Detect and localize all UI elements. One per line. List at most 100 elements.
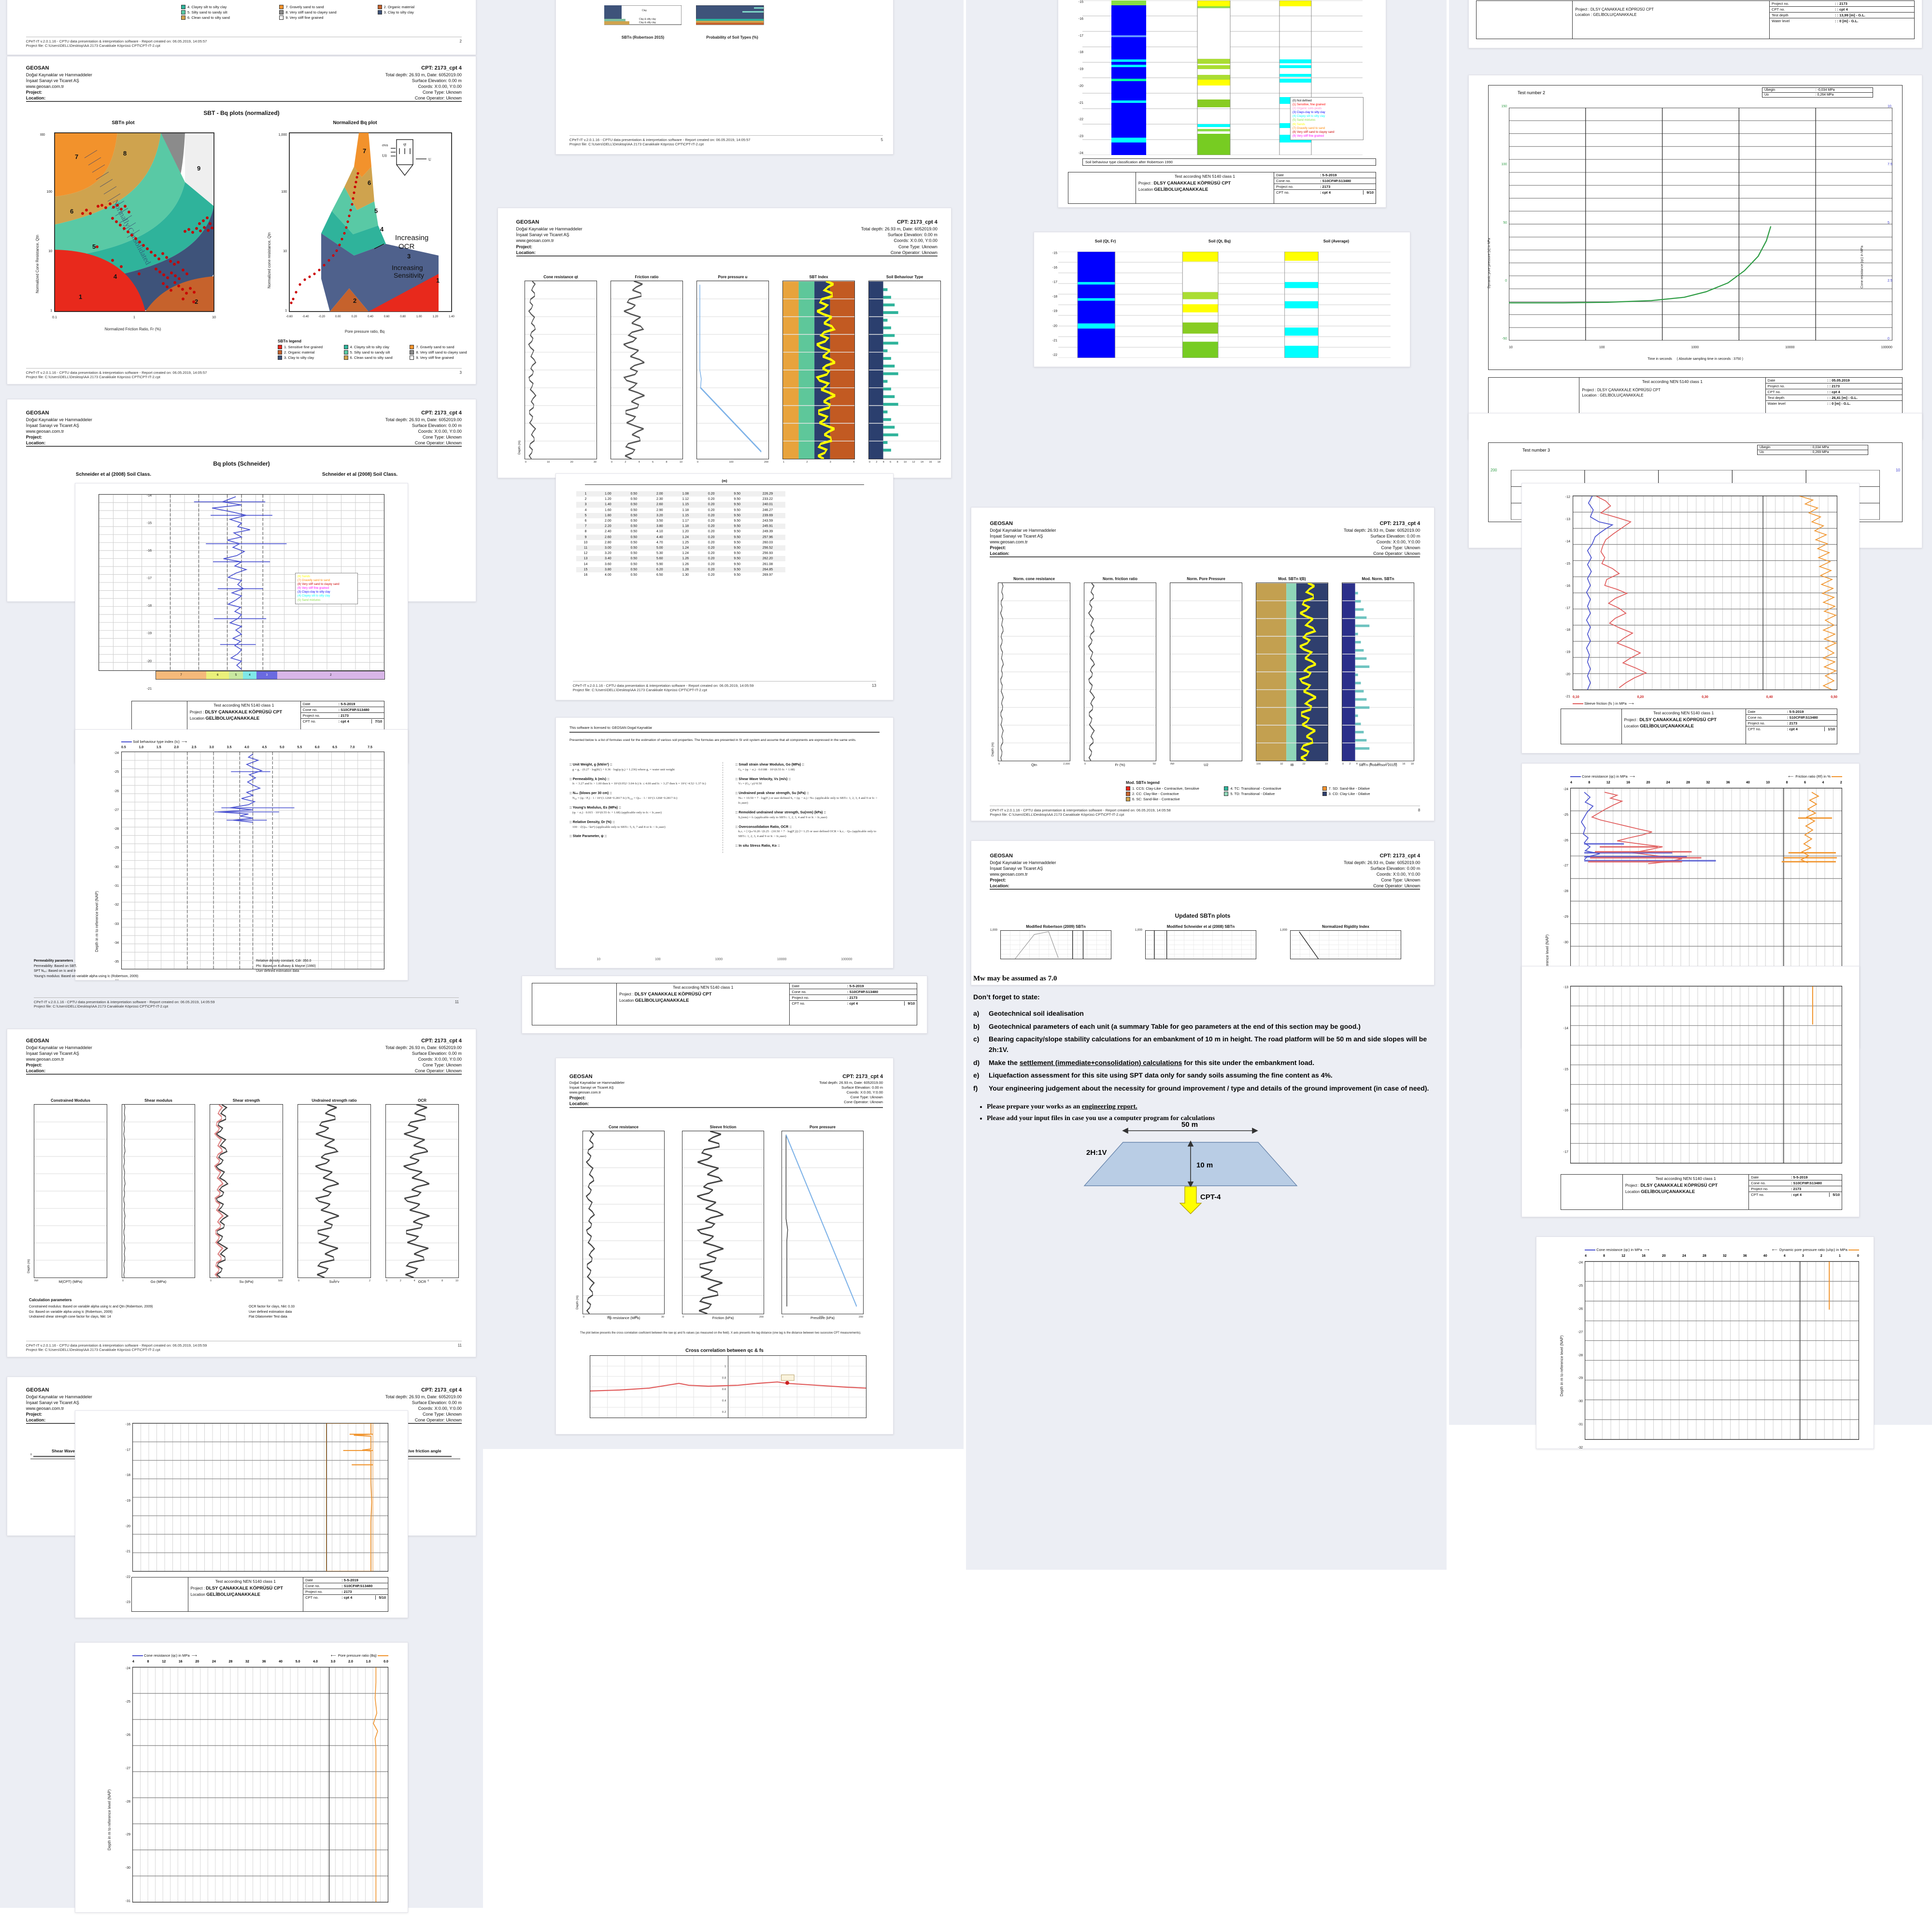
page-sheet-nen-ic-cont: Soil behaviour type index (Ic) ⟶ 0.5 1.0 1… <box>75 729 408 980</box>
svg-text:1.00: 1.00 <box>416 315 422 318</box>
depth-tick: -14 <box>1565 540 1570 543</box>
report-header: GEOSAN Doğal Kaynaklar ve Hammaddeler İn… <box>516 219 938 256</box>
depth-tick: -31 <box>1577 1423 1583 1427</box>
assignment-bullet-1: Please add your input files in case you … <box>987 1113 1437 1124</box>
cone-operator: Cone Operator: Uknown <box>844 1100 883 1105</box>
project-value: DLSY ÇANAKKALE KÖPRÜSÜ CPT <box>1639 717 1717 723</box>
assignment-marker: e) <box>973 1071 980 1080</box>
xtick: 0 <box>1084 763 1086 766</box>
cone-type: Cone Type: Uknown <box>850 1095 883 1100</box>
formula-body: kₒᴄᵣ = [ Qₜₙ^0.20 / (0.25 · (10.50 + 7 ·… <box>738 830 877 838</box>
meta-key: Project no. <box>792 995 810 1000</box>
title-block-main: Test according NEN 5140 class 1 Project … <box>1623 1175 1749 1209</box>
location-label: Location: <box>990 551 1009 556</box>
bq-xlabel: Pore pressure ratio, Bq <box>344 329 385 334</box>
uo-key: Uo <box>1760 451 1764 454</box>
table-cell: 9.50 <box>734 573 741 577</box>
sbt-legend-partial: 4. Clayey silt to silty clay 7. Gravely s… <box>181 5 471 20</box>
log-chart-1: Shear modulus Go (MPa) 0 <box>122 1098 195 1284</box>
svg-text:9: 9 <box>197 165 200 172</box>
svg-text:Increasing: Increasing <box>392 264 423 271</box>
sbtn-legend-item-2: 2. Organic material <box>377 5 471 9</box>
chart-xticks: 0 2 4 6 8 10 12 14 16 18 <box>869 461 940 464</box>
svg-text:Clay & silty clay: Clay & silty clay <box>639 18 656 21</box>
table-cell: 9.50 <box>734 540 741 544</box>
title-block-main: Test according NEN 5140 class 1 Project … <box>188 1577 304 1611</box>
formula-heading: :: Young's Modulus, Es (MPa) :: <box>569 805 621 810</box>
tick-10: 5.0 <box>295 1660 300 1663</box>
depth-tick: -18 <box>125 1474 130 1477</box>
table-cell: 9 <box>576 534 596 540</box>
depth-tick-9: -24 <box>1078 151 1083 155</box>
table-cell: 3.80 <box>647 524 673 529</box>
xtick: 20 <box>570 461 573 464</box>
tick-13: 7.0 <box>350 746 355 749</box>
chart-xticks: 0 2,000 <box>998 763 1070 766</box>
robertson-legend-item-5: (5) Sand mixtures <box>1293 119 1316 122</box>
xtick: 32 <box>1280 763 1283 766</box>
assignment-item-4: e) Liquefaction assessment for this site … <box>973 1070 1437 1081</box>
table-cell: 0.20 <box>698 524 724 529</box>
meta-key: Water level <box>1767 401 1786 406</box>
table-cell: 0.50 <box>621 512 647 518</box>
meta-key: CPT no. <box>1751 1193 1764 1197</box>
xtick: 100 <box>729 461 734 464</box>
meta-value: : 5-5-2019 <box>1320 173 1337 177</box>
surface-elevation: Surface Elevation: 0.00 m <box>1370 866 1421 871</box>
company-line2: İnşaat Sanayi ve Ticaret AŞ <box>26 423 79 428</box>
chart-xticks: 0 10 20 30 <box>525 461 597 464</box>
legend-swatch <box>278 350 282 355</box>
table-cell: 0.20 <box>708 508 715 512</box>
ic-legend-item-3: (9) Very stiff fine grained <box>298 587 329 590</box>
table-cell: 12 <box>583 552 588 555</box>
title-block-logo <box>1561 709 1622 744</box>
footer-projectfile: Project file: C:\Users\DELL\Desktop\AA 2… <box>569 142 704 146</box>
table-cell: 3.50 <box>656 519 663 523</box>
xtick: 6 <box>890 461 892 464</box>
ic-tick-row: 0.5 1.0 1.5 2.0 2.5 3.0 3.5 4.0 4.5 5.0 5.5 6.0 6.5 7… <box>121 746 372 749</box>
cone-type: Cone Type: Uknown <box>423 435 462 440</box>
chart-xlabel: IB <box>1290 763 1294 767</box>
tick-0: 0.5 <box>121 746 126 749</box>
project-label: Project: <box>26 90 43 95</box>
depth-tick: -33 <box>114 922 119 926</box>
uqc-left-legend: Cone resistance (qc) in MPa <box>1596 1248 1642 1252</box>
assignment-marker: b) <box>973 1022 980 1030</box>
dissipation3-ytick: 200 <box>1491 468 1497 472</box>
tick-14: 0 <box>1857 1254 1859 1258</box>
company-website: www.geosan.com.tr <box>26 1057 64 1062</box>
meta-key: Project no. <box>1747 721 1765 725</box>
svg-text:σvo: σvo <box>382 143 388 147</box>
table-cell: 4.10 <box>656 530 663 534</box>
meta-key: CPT no. <box>302 719 316 724</box>
depth-tick-7: -22 <box>1078 118 1083 122</box>
table-cell: 0.50 <box>621 556 647 562</box>
legend-label: 6. Clean sand to silty sand <box>187 15 230 20</box>
chart-title: Norm. Pore Pressure <box>1187 577 1225 581</box>
tick-9: 40 <box>1746 781 1750 784</box>
xtick: 3 <box>829 461 831 464</box>
legend-swatch <box>1126 792 1130 796</box>
table-row: 3 1.40 0.50 2.60 1.15 0.20 9.50 240.01 <box>576 502 785 508</box>
table-cell: 13 <box>576 556 596 562</box>
location-label: Location: <box>26 1418 46 1423</box>
table-row: 11 3.00 0.50 5.00 1.24 0.20 9.50 256.52 <box>576 545 785 551</box>
project-key: Project : <box>1138 181 1153 185</box>
page-sheet-nen-qc-bq: Cone resistance (qc) in MPa ⟶ ⟵ Pore pre… <box>75 1642 408 1913</box>
legend-label: 5. Silty sand to sandy silt <box>350 350 390 355</box>
meta-key: CPT no. <box>1747 727 1761 731</box>
depth-axis: -16-17-18-19-20-21-22-23-24 <box>114 1423 130 1618</box>
depth-tick: -14 <box>1563 1027 1568 1031</box>
page-sheet-soil-bars: Soil (Qt, Fr) Soil (Qt, Bq) Soil (Average) <box>1034 232 1410 367</box>
company-line1: Doğal Kaynaklar ve Hammaddeler <box>990 527 1056 533</box>
svg-text:0.8: 0.8 <box>722 1377 726 1379</box>
footer-projectfile: Project file: C:\Users\DELL\Desktop\AA 2… <box>990 812 1124 817</box>
table-cell: 233.22 <box>762 497 773 501</box>
depth-tick: -24 <box>114 752 119 755</box>
depth-tick: -19 <box>1052 310 1057 313</box>
project-key: Project : <box>189 710 204 714</box>
meta-value: : : 2173 <box>1834 1 1847 6</box>
title-block: Test according NEN 5140 class 1 Project … <box>1068 172 1376 204</box>
meta-key: CPT no. <box>792 1001 805 1006</box>
svg-text:8: 8 <box>123 150 127 157</box>
